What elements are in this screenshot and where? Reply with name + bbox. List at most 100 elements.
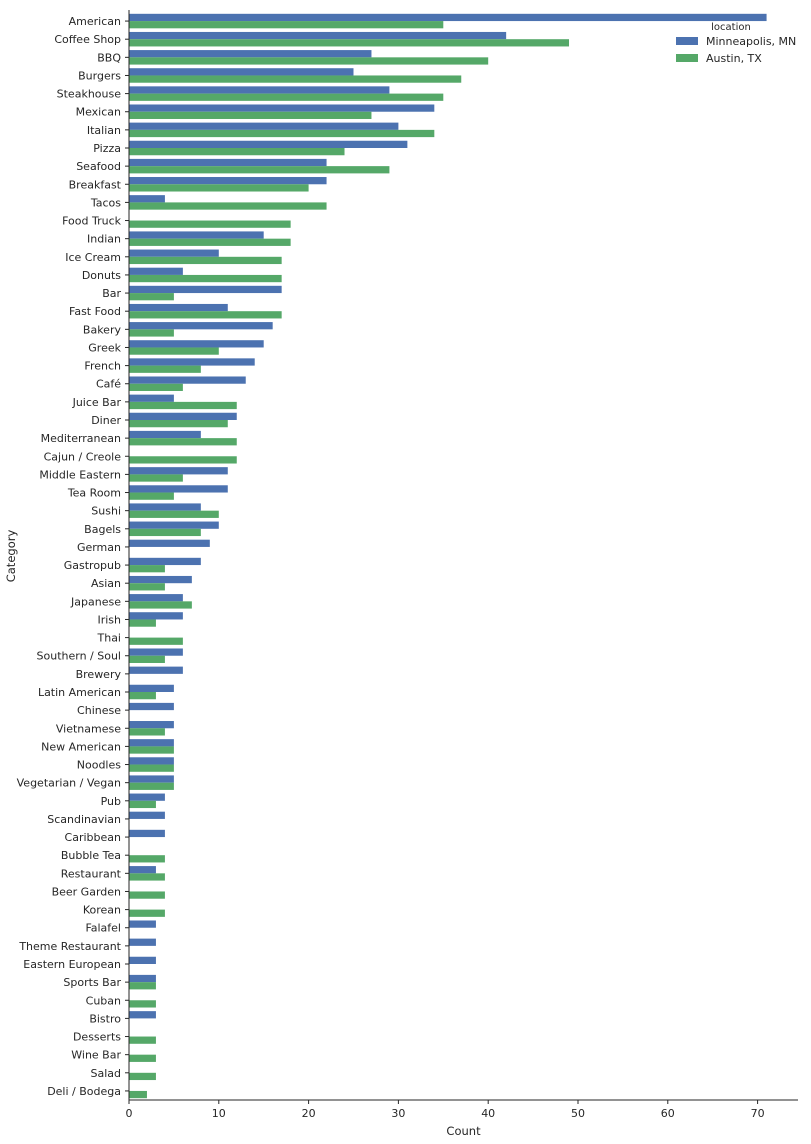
bar-austin-35	[129, 655, 165, 663]
bar-austin-43	[129, 800, 156, 809]
category-label: Greek	[88, 341, 121, 354]
category-label: German	[77, 541, 121, 554]
category-label: Scandinavian	[47, 813, 121, 826]
category-label: Bagels	[84, 523, 121, 536]
x-tick-label: 10	[212, 1107, 226, 1120]
category-label: Indian	[87, 233, 121, 246]
bar-minneapolis-10	[129, 195, 165, 203]
x-tick-label: 20	[302, 1107, 316, 1120]
bar-austin-1	[129, 39, 570, 47]
category-label: Beer Garden	[52, 885, 121, 898]
category-label: Falafel	[85, 922, 121, 935]
x-tick-label: 0	[126, 1107, 133, 1120]
legend-title: location	[711, 22, 751, 33]
bar-austin-13	[129, 256, 282, 265]
bar-austin-19	[129, 365, 201, 373]
bar-minneapolis-7	[129, 140, 408, 148]
x-tick-label: 30	[391, 1107, 405, 1120]
bar-minneapolis-32	[129, 594, 183, 602]
bar-austin-6	[129, 129, 435, 138]
bar-austin-3	[129, 75, 462, 83]
bar-minneapolis-9	[129, 177, 327, 185]
bar-austin-46	[129, 855, 165, 863]
category-label: Coffee Shop	[54, 33, 121, 46]
bar-austin-58	[129, 1072, 156, 1081]
bar-minneapolis-44	[129, 811, 165, 819]
category-label: Donuts	[82, 269, 121, 282]
category-label: Middle Eastern	[39, 468, 121, 481]
bar-minneapolis-41	[129, 757, 174, 765]
bar-minneapolis-0	[129, 13, 767, 22]
bar-austin-31	[129, 583, 165, 591]
bar-austin-37	[129, 692, 156, 700]
x-axis-title: Count	[446, 1124, 481, 1138]
bar-minneapolis-8	[129, 158, 327, 167]
bar-austin-11	[129, 220, 291, 228]
bar-minneapolis-47	[129, 866, 156, 874]
bar-austin-21	[129, 401, 237, 410]
legend-swatch-austin	[676, 54, 698, 62]
bar-austin-49	[129, 909, 165, 917]
bar-minneapolis-20	[129, 376, 246, 384]
bar-minneapolis-30	[129, 557, 201, 566]
legend-label-austin: Austin, TX	[706, 52, 762, 65]
bar-minneapolis-53	[129, 974, 156, 983]
category-label: Cajun / Creole	[44, 450, 122, 463]
category-label: Caribbean	[65, 831, 121, 844]
category-label: Sports Bar	[63, 976, 121, 989]
category-label: Italian	[87, 124, 121, 137]
category-label: BBQ	[97, 51, 121, 64]
x-tick-label: 70	[751, 1107, 765, 1120]
bar-austin-18	[129, 347, 219, 355]
bar-austin-59	[129, 1090, 147, 1099]
category-label: Southern / Soul	[37, 650, 121, 663]
bar-minneapolis-3	[129, 68, 354, 76]
category-label: Irish	[97, 613, 121, 626]
category-label: Brewery	[76, 668, 122, 681]
category-label: Bistro	[89, 1012, 121, 1025]
category-label: Desserts	[73, 1031, 121, 1044]
bar-austin-47	[129, 873, 165, 881]
bar-minneapolis-23	[129, 430, 201, 439]
bar-austin-23	[129, 438, 237, 446]
bar-minneapolis-14	[129, 267, 183, 275]
category-label: Wine Bar	[71, 1049, 121, 1062]
bar-minneapolis-21	[129, 394, 174, 402]
bar-austin-14	[129, 274, 282, 283]
bar-austin-8	[129, 166, 390, 174]
bar-minneapolis-16	[129, 303, 228, 312]
category-label: Tea Room	[67, 487, 121, 500]
bar-austin-16	[129, 311, 282, 319]
bar-austin-15	[129, 293, 174, 301]
bar-austin-10	[129, 202, 327, 210]
bar-minneapolis-18	[129, 340, 264, 348]
category-label: Asian	[91, 577, 121, 590]
bar-austin-17	[129, 329, 174, 337]
category-label: Cuban	[86, 994, 121, 1007]
category-label: French	[84, 360, 121, 373]
category-label: Pub	[101, 795, 121, 808]
category-label: Vegetarian / Vegan	[17, 777, 121, 790]
bar-austin-33	[129, 619, 156, 627]
category-label: Mexican	[76, 106, 121, 119]
bar-minneapolis-29	[129, 539, 210, 547]
category-label: Seafood	[76, 160, 121, 173]
bar-austin-2	[129, 57, 489, 65]
bar-austin-39	[129, 728, 165, 736]
category-label: Ice Cream	[65, 251, 121, 264]
bar-minneapolis-5	[129, 104, 435, 112]
bar-minneapolis-27	[129, 503, 201, 511]
bar-austin-54	[129, 1000, 156, 1008]
category-label: Bakery	[83, 323, 122, 336]
category-label: Restaurant	[61, 867, 122, 880]
bar-minneapolis-40	[129, 739, 174, 747]
category-label: Breakfast	[69, 178, 122, 191]
bar-austin-20	[129, 383, 183, 391]
bar-austin-5	[129, 111, 372, 119]
bar-minneapolis-26	[129, 485, 228, 493]
category-label: American	[69, 15, 121, 28]
bar-austin-57	[129, 1054, 156, 1062]
bar-austin-40	[129, 746, 174, 754]
legend-label-minneapolis: Minneapolis, MN	[706, 35, 796, 48]
